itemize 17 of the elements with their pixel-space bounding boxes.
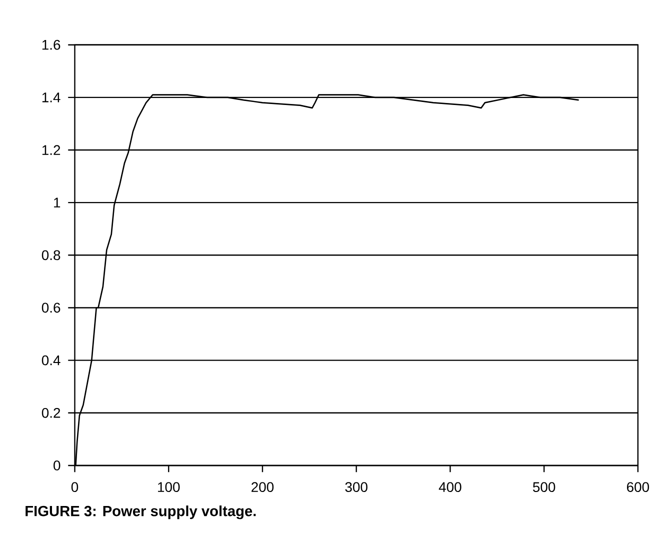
x-tick-label: 400 <box>438 482 462 492</box>
y-tick-label: 0 <box>54 460 60 470</box>
y-tick-label: 0.2 <box>42 408 60 418</box>
y-tick-label: 1.6 <box>42 40 60 50</box>
x-tick-label: 300 <box>345 482 368 492</box>
y-tick-label: 1.4 <box>42 92 60 102</box>
y-tick-label: 0.6 <box>42 302 60 313</box>
x-tick-label: 200 <box>252 482 274 492</box>
y-tick-label: 0.4 <box>42 355 60 366</box>
caption: FIGURE 3: Power supply voltage. <box>26 505 256 520</box>
y-tick-label: 1 <box>54 198 60 208</box>
y-tick-label: 1.2 <box>42 145 60 155</box>
x-tick-label: 500 <box>532 482 556 492</box>
x-tick-label: 600 <box>626 482 650 492</box>
y-tick-label: 0.8 <box>42 250 60 260</box>
x-tick-label: 100 <box>158 482 180 492</box>
x-tick-label: 0 <box>71 482 78 492</box>
